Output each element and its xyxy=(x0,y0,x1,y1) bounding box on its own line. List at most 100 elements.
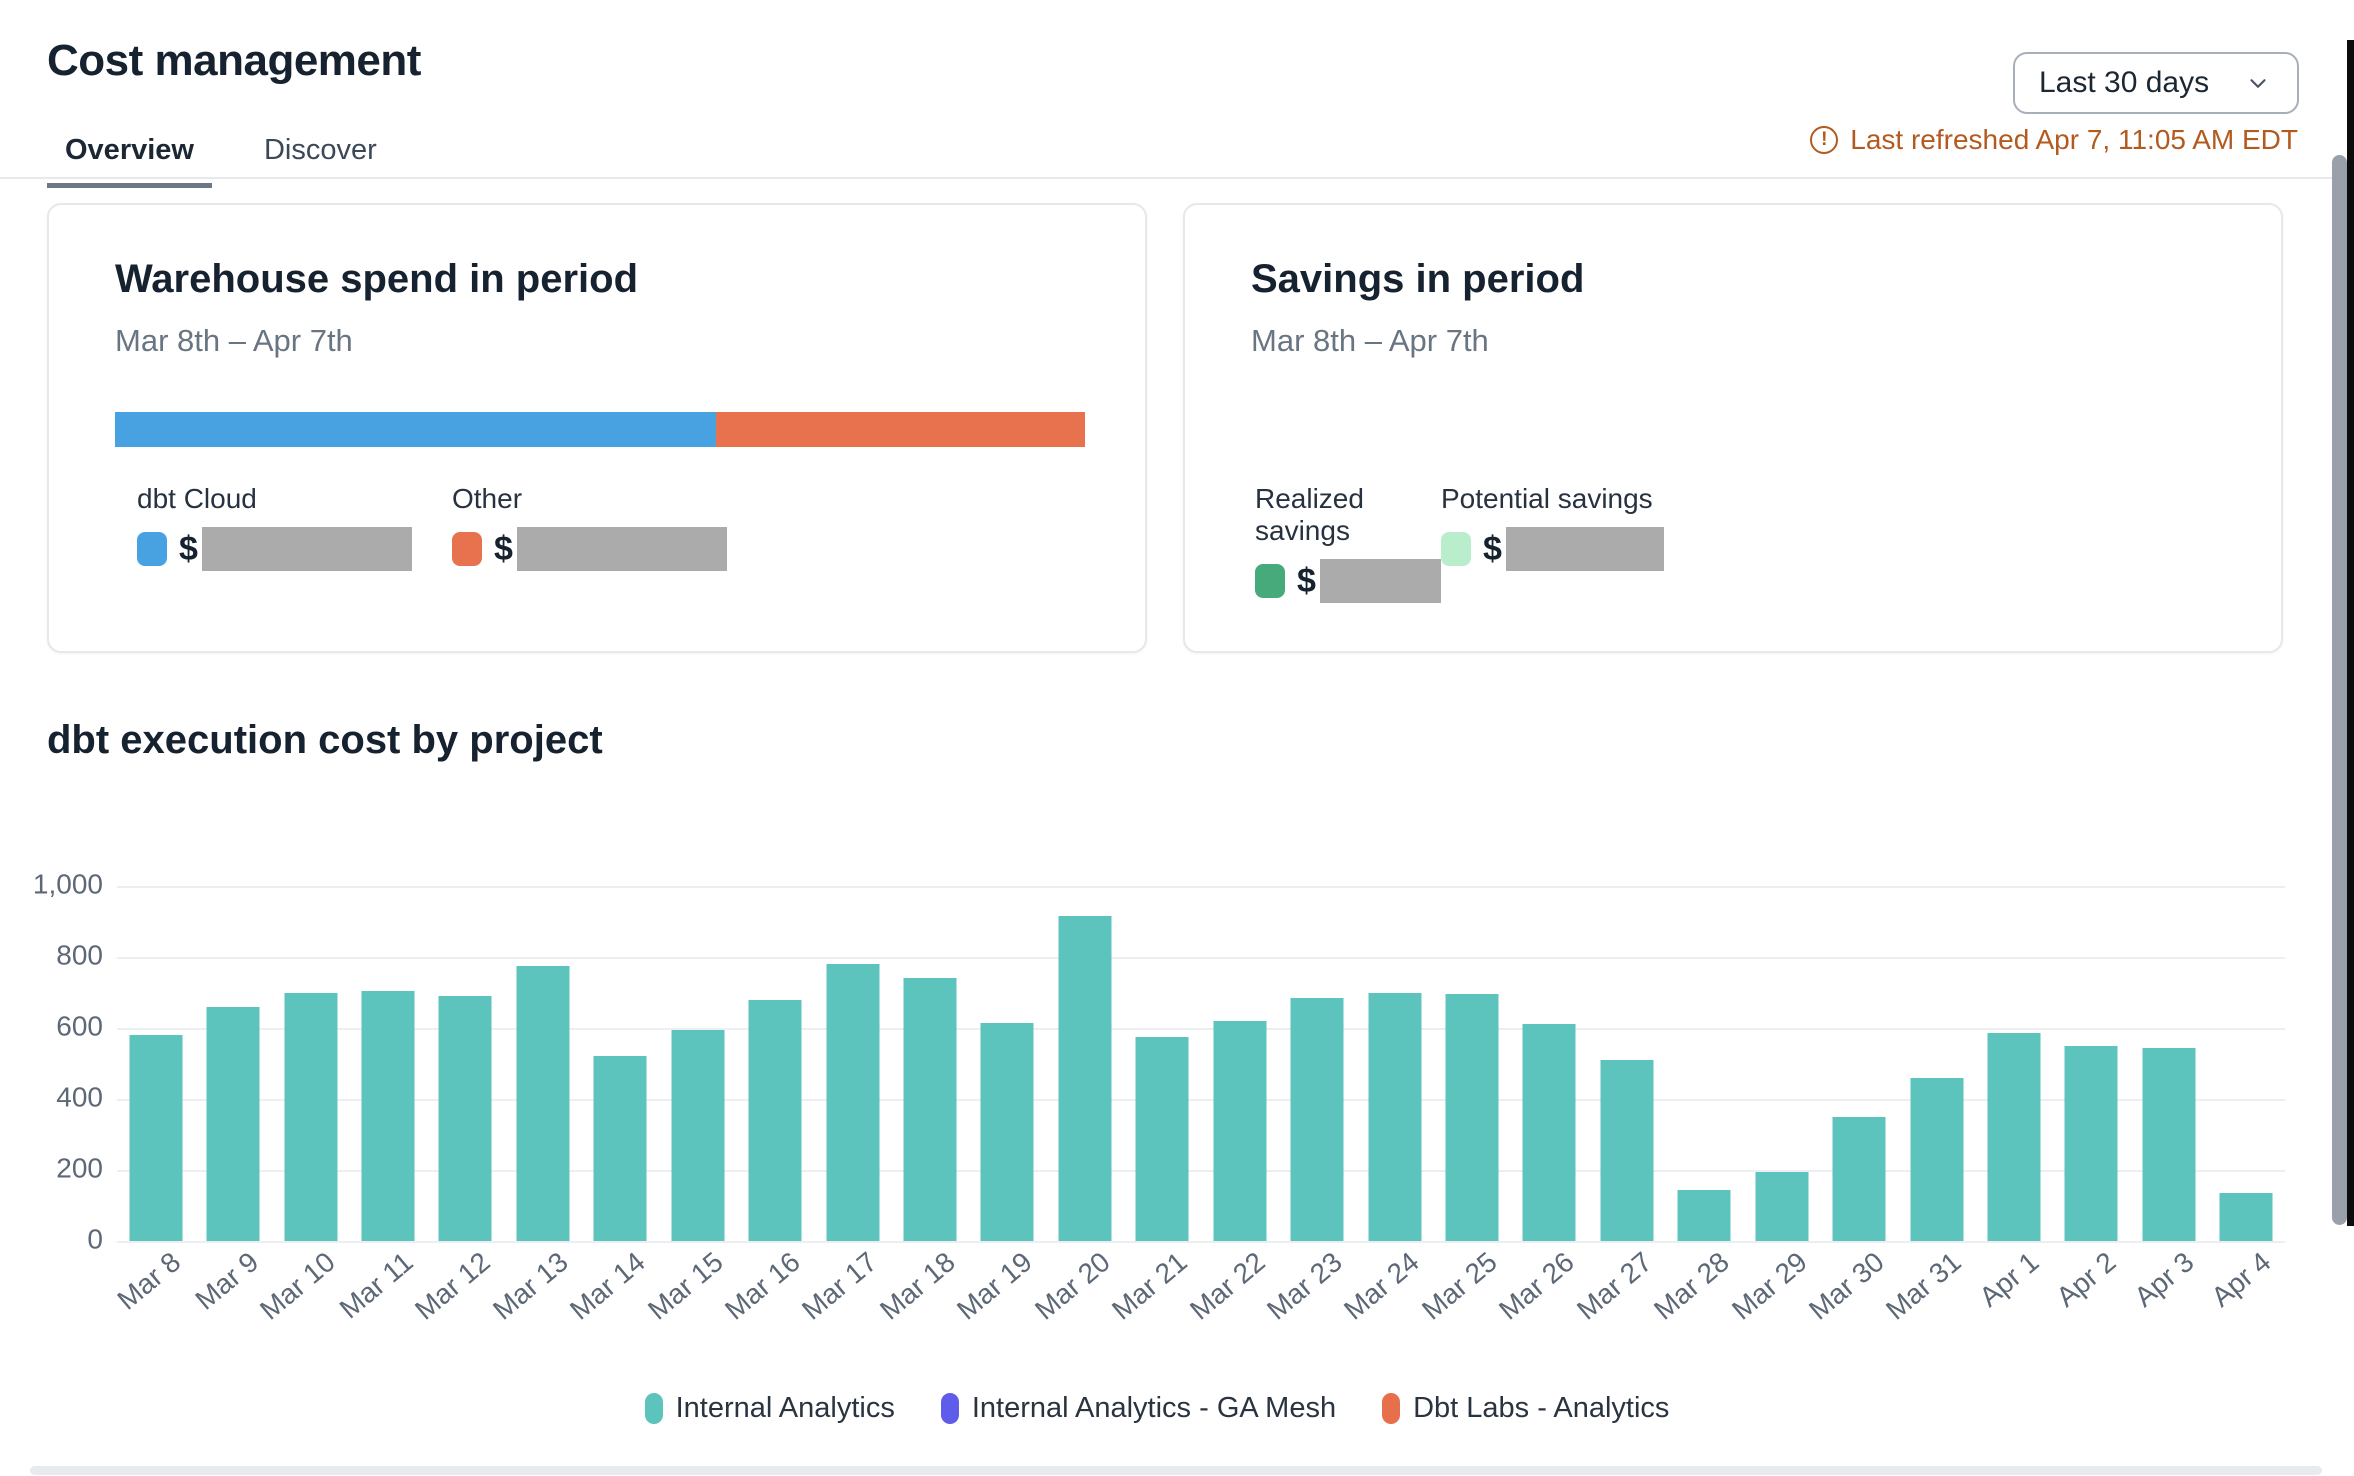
bar-apr-3[interactable] xyxy=(2142,1047,2196,1241)
savings-legend-label: Realized savings xyxy=(1255,483,1364,546)
chart-column: Mar 19 xyxy=(951,886,1046,1326)
x-axis-label: Mar 26 xyxy=(1493,1246,1581,1326)
spend-legend-label: Other xyxy=(452,483,523,514)
refresh-warning-icon: ! xyxy=(1810,126,1839,154)
x-axis-label: Mar 22 xyxy=(1183,1246,1271,1326)
chart-column: Mar 16 xyxy=(719,886,813,1326)
chart-column: Mar 30 xyxy=(1803,886,1897,1326)
bar-mar-13[interactable] xyxy=(516,965,570,1241)
bar-mar-31[interactable] xyxy=(1910,1077,1964,1241)
bar-apr-4[interactable] xyxy=(2219,1193,2273,1241)
bar-mar-29[interactable] xyxy=(1755,1171,1809,1241)
x-axis-label: Apr 3 xyxy=(2128,1246,2200,1313)
bar-apr-2[interactable] xyxy=(2064,1045,2118,1241)
bar-mar-24[interactable] xyxy=(1368,992,1422,1241)
spend-legend-dbt-cloud: dbt Cloud $ xyxy=(137,483,452,571)
bar-mar-20[interactable] xyxy=(1058,916,1112,1241)
bar-mar-22[interactable] xyxy=(1213,1020,1267,1241)
bar-mar-8[interactable] xyxy=(129,1035,183,1241)
other-swatch xyxy=(452,532,482,566)
legend-item-internal-analytics[interactable]: Internal Analytics xyxy=(644,1392,895,1425)
bar-mar-16[interactable] xyxy=(748,999,802,1241)
y-axis-label: 400 xyxy=(56,1081,103,1113)
y-axis-label: 200 xyxy=(56,1152,103,1184)
redacted-value xyxy=(201,527,412,571)
spend-legend-label: dbt Cloud xyxy=(137,483,257,514)
gridline xyxy=(117,1099,2285,1101)
refresh-status-text: Last refreshed Apr 7, 11:05 AM EDT xyxy=(1850,124,2298,155)
execution-cost-chart: 0 200 400 600 800 1,000 Mar 8 Mar 9 Mar 10 Mar 11… xyxy=(33,868,2285,1326)
x-axis-label: Mar 16 xyxy=(719,1246,806,1326)
bar-mar-19[interactable] xyxy=(980,1022,1034,1241)
card-subtitle: Mar 8th – Apr 7th xyxy=(1251,323,1489,358)
y-axis-label: 0 xyxy=(87,1223,103,1255)
legend-label: Dbt Labs - Analytics xyxy=(1413,1392,1670,1424)
potential-savings-swatch xyxy=(1441,532,1471,566)
spend-segment xyxy=(716,412,1085,447)
gridline xyxy=(117,886,2285,888)
x-axis-label: Mar 19 xyxy=(951,1246,1039,1326)
tab-bar: Overview Discover xyxy=(47,128,395,188)
bar-mar-26[interactable] xyxy=(1522,1024,1576,1241)
bar-mar-18[interactable] xyxy=(903,978,957,1241)
x-axis-label: Mar 18 xyxy=(873,1246,961,1326)
chart-column: Mar 18 xyxy=(874,886,968,1326)
legend-item-dbt-labs-analytics[interactable]: Dbt Labs - Analytics xyxy=(1382,1392,1669,1425)
vertical-scrollbar-thumb[interactable] xyxy=(2332,155,2347,1225)
spend-legend: dbt Cloud $ Other $ xyxy=(137,483,727,571)
x-axis-label: Mar 21 xyxy=(1106,1246,1193,1326)
card-title: Savings in period xyxy=(1251,257,1585,301)
chart-column: Mar 31 xyxy=(1881,886,1975,1326)
bar-mar-30[interactable] xyxy=(1832,1116,1886,1241)
x-axis-label: Mar 14 xyxy=(564,1246,651,1326)
bar-mar-27[interactable] xyxy=(1600,1059,1654,1241)
savings-legend-label: Potential savings xyxy=(1441,483,1653,514)
bar-mar-9[interactable] xyxy=(206,1006,260,1241)
chart-column: Mar 8 xyxy=(112,886,194,1316)
bar-mar-12[interactable] xyxy=(438,996,492,1241)
tab-discover[interactable]: Discover xyxy=(263,134,377,166)
chevron-down-icon xyxy=(2245,70,2271,96)
bar-mar-14[interactable] xyxy=(593,1056,647,1241)
legend-swatch xyxy=(644,1393,663,1424)
x-axis-label: Mar 30 xyxy=(1803,1246,1890,1326)
bar-mar-23[interactable] xyxy=(1290,997,1344,1241)
legend-swatch xyxy=(940,1393,959,1424)
savings-legend: Realized savings $ Potential savings $ xyxy=(1255,483,1664,603)
bar-mar-17[interactable] xyxy=(826,964,880,1241)
date-range-select[interactable]: Last 30 days xyxy=(2013,52,2299,114)
x-axis-label: Mar 12 xyxy=(409,1246,497,1326)
y-axis-label: 600 xyxy=(56,1010,103,1042)
chart-column: Mar 20 xyxy=(1029,886,1123,1326)
currency-symbol: $ xyxy=(1297,561,1316,600)
chart-column: Mar 24 xyxy=(1339,886,1433,1326)
bar-mar-11[interactable] xyxy=(361,990,415,1241)
legend-item-internal-analytics-ga-mesh[interactable]: Internal Analytics - GA Mesh xyxy=(940,1392,1336,1425)
redacted-value xyxy=(1319,559,1441,603)
horizontal-scrollbar[interactable] xyxy=(30,1466,2322,1475)
bar-apr-1[interactable] xyxy=(1987,1033,2041,1241)
realized-savings-swatch xyxy=(1255,564,1285,598)
realized-savings-group: Realized savings $ xyxy=(1255,483,1441,603)
redacted-value xyxy=(516,527,727,571)
header-divider xyxy=(0,177,2354,179)
bar-mar-25[interactable] xyxy=(1445,994,1499,1241)
x-axis-label: Apr 1 xyxy=(1973,1246,2045,1313)
x-axis-label: Mar 17 xyxy=(796,1246,884,1326)
currency-symbol: $ xyxy=(494,529,513,568)
date-range-value: Last 30 days xyxy=(2039,66,2210,99)
bar-mar-15[interactable] xyxy=(671,1029,725,1241)
chart-title: dbt execution cost by project xyxy=(47,718,603,762)
x-axis-label: Mar 10 xyxy=(254,1246,342,1326)
bar-mar-10[interactable] xyxy=(284,992,338,1241)
x-axis-label: Mar 27 xyxy=(1570,1246,1658,1326)
x-axis-label: Mar 23 xyxy=(1261,1246,1348,1326)
legend-swatch xyxy=(1382,1393,1401,1424)
x-axis-label: Mar 15 xyxy=(641,1246,729,1326)
bar-mar-28[interactable] xyxy=(1677,1189,1731,1241)
bar-mar-21[interactable] xyxy=(1135,1036,1189,1241)
chart-column: Apr 3 xyxy=(2128,886,2207,1313)
tab-overview[interactable]: Overview xyxy=(47,128,212,188)
chart-column: Mar 9 xyxy=(189,886,271,1316)
